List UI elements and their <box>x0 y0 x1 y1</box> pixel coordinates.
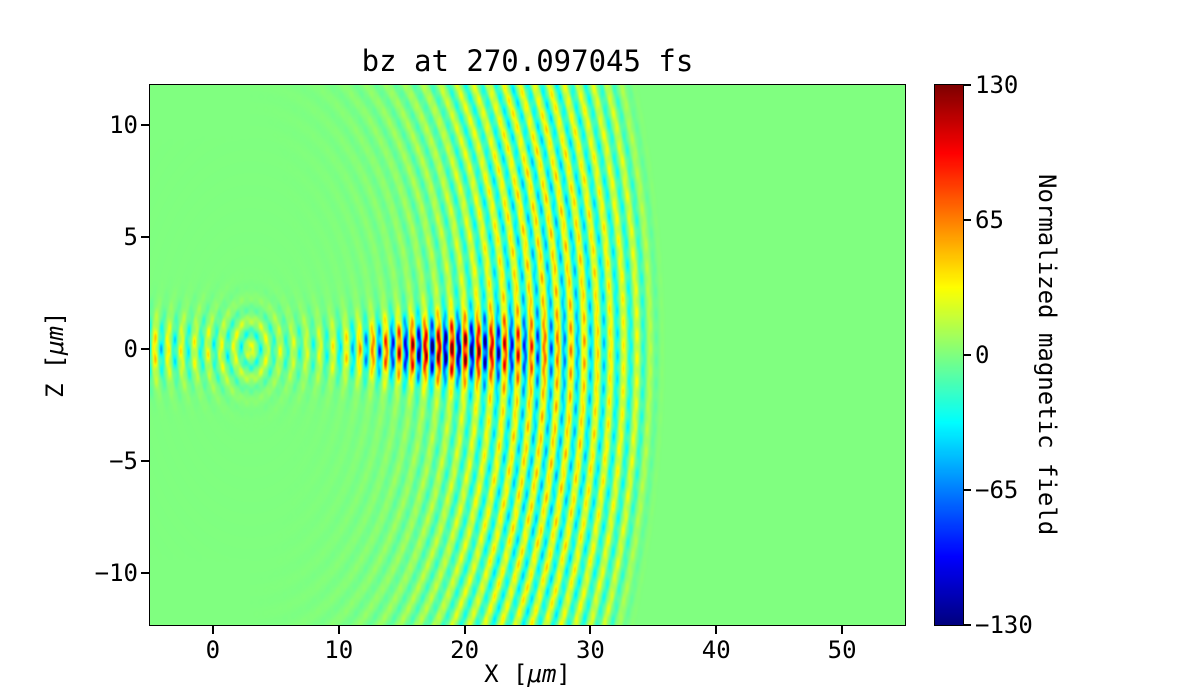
colorbar-tick-mark <box>964 219 971 221</box>
x-axis-label-prefix: X [ <box>484 660 528 688</box>
x-tick-label: 30 <box>575 636 605 664</box>
colorbar-tick-mark <box>964 84 971 86</box>
colorbar-tick-label: 0 <box>975 341 990 369</box>
colorbar-tick-label: 65 <box>975 206 1004 234</box>
y-tick-label: 5 <box>123 223 138 252</box>
x-axis-label: X [μm] <box>150 660 905 688</box>
heatmap-canvas <box>149 84 906 626</box>
y-tick-mark <box>141 460 149 463</box>
colorbar-tick-label: −65 <box>975 476 1019 504</box>
x-axis-unit: μm <box>527 660 557 688</box>
y-tick-label: 0 <box>123 335 138 364</box>
x-tick-label: 0 <box>205 636 221 664</box>
x-tick-mark <box>715 626 718 634</box>
x-tick-label: 10 <box>324 636 354 664</box>
colorbar-tick-mark <box>964 624 971 626</box>
y-tick-mark <box>141 348 149 351</box>
y-tick-mark <box>141 572 149 575</box>
x-tick-mark <box>841 626 844 634</box>
y-tick-mark <box>141 236 149 239</box>
x-tick-mark <box>211 626 214 634</box>
y-tick-mark <box>141 124 149 127</box>
colorbar-label: Normalized magnetic field <box>1033 174 1061 536</box>
x-tick-label: 50 <box>827 636 857 664</box>
x-tick-label: 20 <box>450 636 480 664</box>
y-tick-label: 10 <box>109 111 138 140</box>
x-tick-mark <box>463 626 466 634</box>
colorbar-tick-mark <box>964 489 971 491</box>
x-axis-label-suffix: ] <box>556 660 571 688</box>
x-tick-mark <box>337 626 340 634</box>
colorbar-tick-mark <box>964 354 971 356</box>
x-tick-mark <box>589 626 592 634</box>
colorbar-canvas <box>934 84 964 626</box>
y-axis-label-suffix: ] <box>41 311 69 327</box>
colorbar-tick-label: 130 <box>975 71 1019 99</box>
y-tick-label: −10 <box>94 559 138 588</box>
colorbar-tick-label: −130 <box>975 611 1033 639</box>
chart-title: bz at 270.097045 fs <box>361 44 694 78</box>
x-tick-label: 40 <box>701 636 731 664</box>
y-tick-label: −5 <box>109 447 138 476</box>
